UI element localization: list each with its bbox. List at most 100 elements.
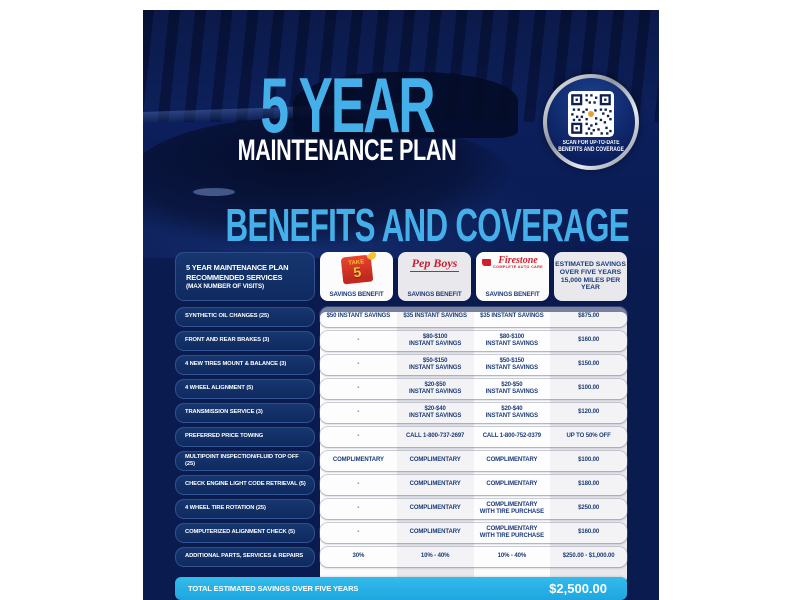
table-row: CHECK ENGINE LIGHT CODE RETRIEVAL (5) - … (175, 474, 627, 495)
services-header-line1: 5 YEAR MAINTENANCE PLAN (186, 262, 289, 272)
estimated-header-line3: 15,000 MILES PER YEAR (560, 277, 621, 292)
estimated-value-cell: $120.00 (578, 409, 600, 416)
row-values: - COMPLIMENTARY COMPLIMENTARY WITH TIRE … (320, 498, 627, 519)
services-header-line2: RECOMMENDED SERVICES (186, 272, 283, 282)
qr-caption-line2: BENEFITS AND COVERAGE (558, 146, 624, 153)
pepboys-value-cell: $50-$150 INSTANT SAVINGS (408, 357, 462, 371)
table-row: SYNTHETIC OIL CHANGES (25) $50 INSTANT S… (175, 306, 627, 327)
pepboys-logo: Pep Boys (409, 256, 460, 273)
table-row: 4 WHEEL ALIGNMENT (5) - $20-$50 INSTANT … (175, 378, 627, 399)
take5-value-cell: - (357, 361, 360, 368)
take5-logo-number: 5 (352, 263, 362, 281)
column-bands (320, 312, 627, 584)
pepboys-value-cell: $20-$40 INSTANT SAVINGS (408, 405, 462, 419)
row-values: - $20-$40 INSTANT SAVINGS $20-$40 INSTAN… (320, 402, 627, 423)
total-savings-value: $2,500.00 (549, 580, 607, 596)
qr-caption-line1: SCAN FOR UP-TO-DATE (562, 139, 620, 146)
take5-value-cell: 30% (352, 553, 365, 560)
firestone-logo-text: Firestone (498, 255, 538, 266)
pepboys-value-cell: CALL 1-800-737-2697 (405, 433, 465, 440)
row-values: - COMPLIMENTARY COMPLIMENTARY WITH TIRE … (320, 522, 627, 543)
qr-badge-inner: SCAN FOR UP-TO-DATE BENEFITS AND COVERAG… (547, 78, 635, 166)
service-label-cell: 4 NEW TIRES MOUNT & BALANCE (3) (175, 354, 315, 375)
service-label-cell: CHECK ENGINE LIGHT CODE RETRIEVAL (5) (175, 474, 315, 495)
firestone-value-cell: COMPLIMENTARY WITH TIRE PURCHASE (479, 501, 544, 515)
estimated-savings-header-cell: ESTIMATED SAVINGS OVER FIVE YEARS 15,000… (554, 252, 627, 301)
table-row: PREFERRED PRICE TOWING - CALL 1-800-737-… (175, 426, 627, 447)
estimated-value-cell: $160.00 (578, 337, 600, 344)
pepboys-header-cell: Pep Boys SAVINGS BENEFIT (398, 252, 471, 301)
service-label-cell: SYNTHETIC OIL CHANGES (25) (175, 306, 315, 327)
firestone-value-cell: $20-$40 INSTANT SAVINGS (485, 405, 539, 419)
estimated-header-line1: ESTIMATED SAVINGS (555, 261, 626, 269)
service-label-cell: 4 WHEEL ALIGNMENT (5) (175, 378, 315, 399)
firestone-logo: Firestone COMPLETE AUTO CARE (482, 256, 543, 270)
estimated-header-line2: OVER FIVE YEARS (559, 269, 622, 277)
firestone-value-cell: CALL 1-800-752-0379 (482, 433, 542, 440)
qr-code-icon (568, 90, 614, 137)
service-label-cell: TRANSMISSION SERVICE (3) (175, 402, 315, 423)
firestone-value-cell: 10% - 40% (497, 553, 527, 560)
estimated-value-cell: $180.00 (578, 481, 600, 488)
pepboys-value-cell: COMPLIMENTARY (409, 505, 461, 512)
pepboys-benefit-label: SAVINGS BENEFIT (407, 290, 462, 298)
pepboys-value-cell: $35 INSTANT SAVINGS (403, 313, 467, 320)
table-row: MULTIPOINT INSPECTION/FLUID TOP OFF (25)… (175, 450, 627, 471)
firestone-value-cell: $50-$150 INSTANT SAVINGS (485, 357, 539, 371)
estimated-value-cell: $250.00 - $1,000.00 (562, 553, 615, 560)
estimated-value-cell: $160.00 (578, 529, 600, 536)
table-row: FRONT AND REAR BRAKES (3) - $80-$100 INS… (175, 330, 627, 351)
take5-value-cell: $50 INSTANT SAVINGS (326, 313, 391, 320)
pepboys-value-cell: COMPLIMENTARY (409, 457, 461, 464)
take5-value-cell: - (357, 433, 360, 440)
plan-title: 5 YEAR (260, 61, 435, 149)
car-headlight (193, 188, 235, 196)
row-values: - CALL 1-800-737-2697 CALL 1-800-752-037… (320, 426, 627, 447)
pepboys-value-cell: COMPLIMENTARY (409, 481, 461, 488)
car-body-silhouette (143, 118, 523, 256)
row-values: - COMPLIMENTARY COMPLIMENTARY $180.00 (320, 474, 627, 495)
qr-caption: SCAN FOR UP-TO-DATE BENEFITS AND COVERAG… (558, 140, 624, 154)
table-row: 4 NEW TIRES MOUNT & BALANCE (3) - $50-$1… (175, 354, 627, 375)
firestone-flag-icon (482, 259, 492, 267)
total-savings-bar: TOTAL ESTIMATED SAVINGS OVER FIVE YEARS … (175, 576, 627, 600)
firestone-value-cell: $20-$50 INSTANT SAVINGS (485, 381, 539, 395)
services-header-cell: 5 YEAR MAINTENANCE PLAN RECOMMENDED SERV… (175, 252, 315, 301)
row-values: 30% 10% - 40% 10% - 40% $250.00 - $1,000… (320, 546, 627, 567)
take5-value-cell: - (357, 481, 360, 488)
total-savings-label: TOTAL ESTIMATED SAVINGS OVER FIVE YEARS (188, 583, 359, 593)
table-header-row: 5 YEAR MAINTENANCE PLAN RECOMMENDED SERV… (175, 250, 627, 301)
firestone-header-cell: Firestone COMPLETE AUTO CARE SAVINGS BEN… (476, 252, 549, 301)
firestone-value-cell: $80-$100 INSTANT SAVINGS (485, 333, 539, 347)
firestone-value-cell: COMPLIMENTARY (486, 481, 538, 488)
services-header-line3: (MAX NUMBER OF VISITS) (186, 282, 264, 290)
estimated-value-cell: $875.00 (578, 313, 600, 320)
pepboys-value-cell: $20-$50 INSTANT SAVINGS (408, 381, 462, 395)
firestone-benefit-label: SAVINGS BENEFIT (485, 290, 540, 298)
plan-subtitle: MAINTENANCE PLAN (237, 134, 457, 167)
table-row: 4 WHEEL TIRE ROTATION (25) - COMPLIMENTA… (175, 498, 627, 519)
service-label-cell: FRONT AND REAR BRAKES (3) (175, 330, 315, 351)
table-row: COMPUTERIZED ALIGNMENT CHECK (5) - COMPL… (175, 522, 627, 543)
firestone-value-cell: COMPLIMENTARY WITH TIRE PURCHASE (479, 525, 544, 539)
service-label-cell: PREFERRED PRICE TOWING (175, 426, 315, 447)
pepboys-value-cell: COMPLIMENTARY (409, 529, 461, 536)
pepboys-value-cell: 10% - 40% (420, 553, 450, 560)
take5-benefit-label: SAVINGS BENEFIT (329, 290, 384, 298)
table-rows: SYNTHETIC OIL CHANGES (25) $50 INSTANT S… (175, 306, 627, 567)
take5-value-cell: - (357, 529, 360, 536)
take5-value-cell: - (357, 409, 360, 416)
service-label-cell: MULTIPOINT INSPECTION/FLUID TOP OFF (25) (175, 450, 315, 471)
take5-value-cell: - (357, 505, 360, 512)
row-values: $50 INSTANT SAVINGS $35 INSTANT SAVINGS … (320, 306, 627, 327)
service-label-cell: COMPUTERIZED ALIGNMENT CHECK (5) (175, 522, 315, 543)
pepboys-value-cell: $80-$100 INSTANT SAVINGS (408, 333, 462, 347)
take5-logo-icon: TAKE 5 (340, 250, 378, 285)
take5-value-cell: COMPLIMENTARY (332, 457, 384, 464)
estimated-value-cell: $250.00 (578, 505, 600, 512)
table-row: ADDITIONAL PARTS, SERVICES & REPAIRS 30%… (175, 546, 627, 567)
firestone-logo-subtext: COMPLETE AUTO CARE (493, 265, 543, 269)
take5-value-cell: - (357, 385, 360, 392)
benefits-table: 5 YEAR MAINTENANCE PLAN RECOMMENDED SERV… (175, 250, 627, 600)
